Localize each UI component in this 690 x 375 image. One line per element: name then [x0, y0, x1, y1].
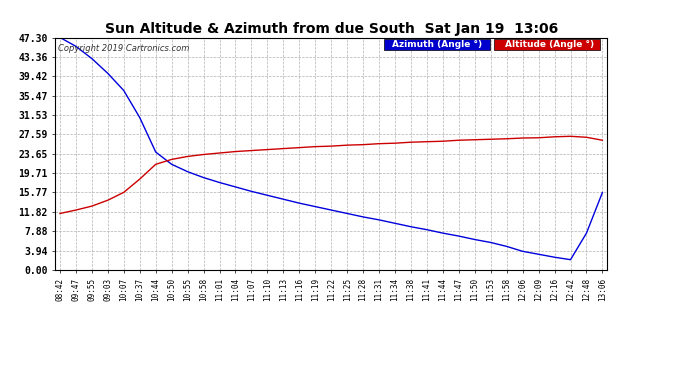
Title: Sun Altitude & Azimuth from due South  Sat Jan 19  13:06: Sun Altitude & Azimuth from due South Sa… — [105, 22, 558, 36]
Text: Copyright 2019 Cartronics.com: Copyright 2019 Cartronics.com — [58, 45, 189, 54]
